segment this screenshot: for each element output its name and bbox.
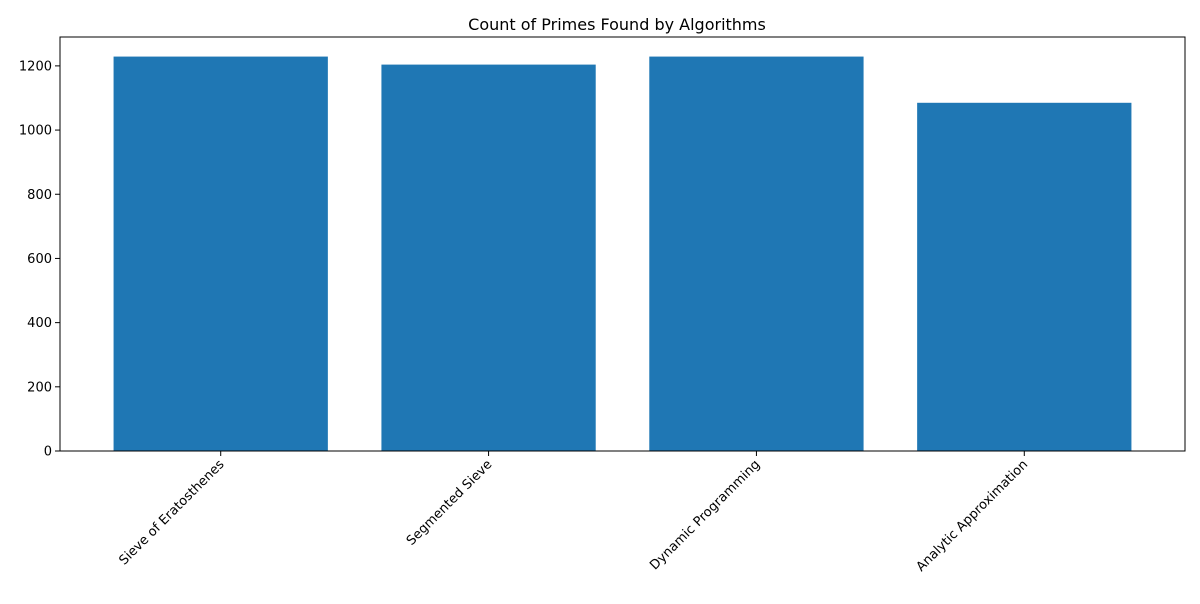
x-tick-label: Segmented Sieve: [404, 457, 496, 549]
y-tick-label: 400: [27, 316, 52, 331]
y-tick-label: 1000: [19, 124, 52, 139]
bar: [649, 56, 864, 451]
y-tick-label: 1200: [19, 59, 52, 74]
bar: [381, 64, 596, 451]
y-tick-label: 800: [27, 188, 52, 203]
y-tick-label: 0: [44, 445, 52, 460]
x-tick-label: Analytic Approximation: [914, 457, 1032, 575]
bar: [113, 56, 328, 451]
chart-title: Count of Primes Found by Algorithms: [468, 15, 766, 34]
plot-area: 0 200 400 600 800 1000 1200 Sieve of Eratosthen…: [19, 36, 1186, 575]
axes-frame: [59, 36, 1186, 452]
bar: [917, 102, 1132, 451]
y-tick-label: 600: [27, 252, 52, 267]
x-tick-label: Dynamic Programming: [647, 457, 763, 573]
x-tick-label: Sieve of Eratosthenes: [116, 457, 227, 568]
y-tick-label: 200: [27, 380, 52, 395]
